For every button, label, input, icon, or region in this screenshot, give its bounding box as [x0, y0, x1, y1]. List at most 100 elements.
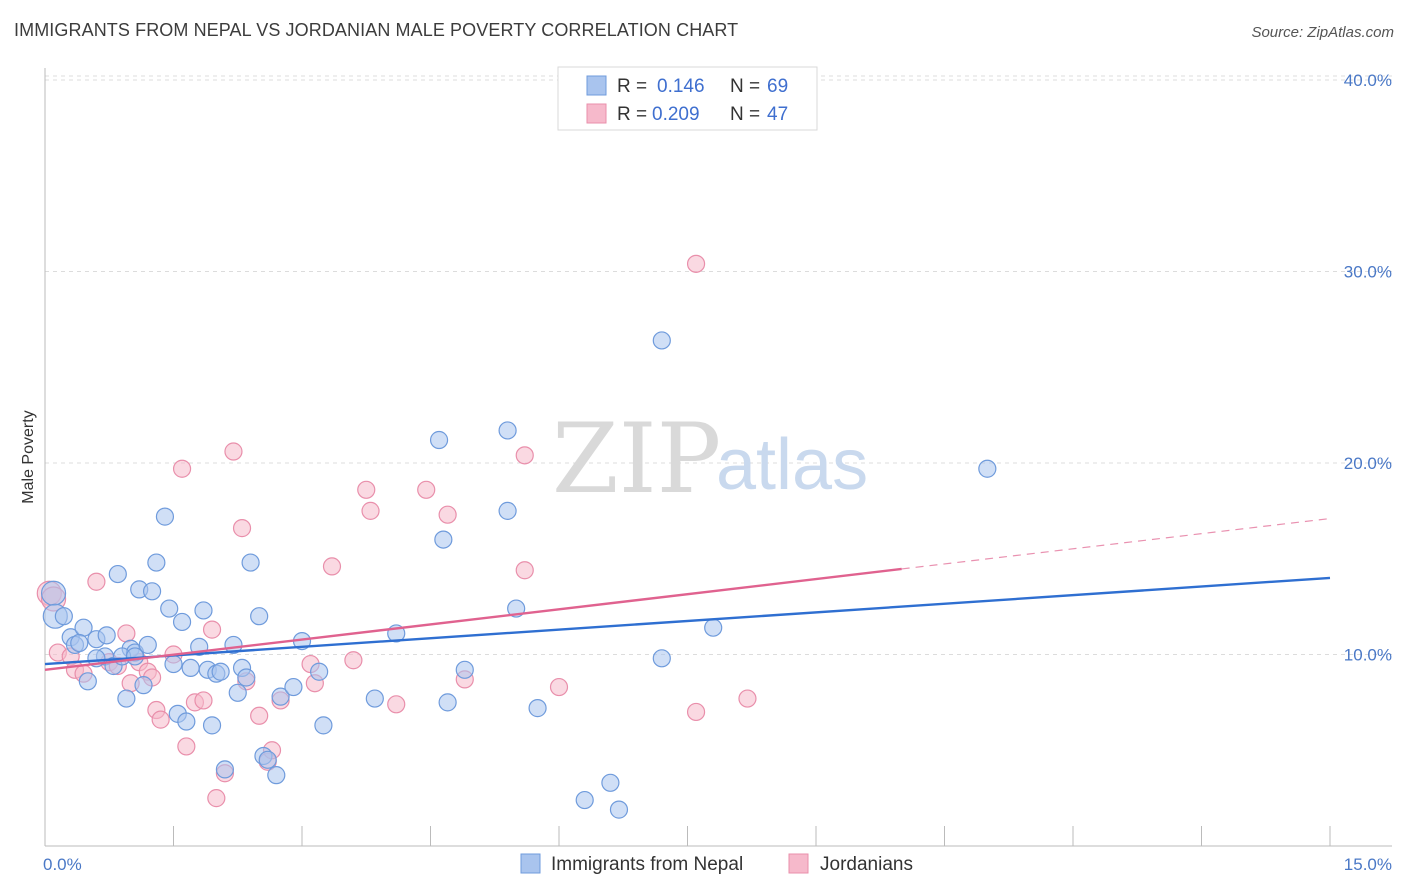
jordanians-point-34: [344, 651, 363, 670]
jordanians-point-46: [738, 689, 757, 708]
legend-r-label-jordanians: R =: [617, 104, 647, 125]
y-tick-label-20: 20.0%: [1344, 454, 1392, 473]
x-axis-ticks: [44, 826, 1331, 846]
nepal-point-16: [138, 635, 157, 655]
nepal-point-32: [215, 760, 234, 779]
jordanians-point-44: [686, 254, 706, 273]
nepal-point-64: [54, 607, 73, 626]
nepal-point-57: [575, 790, 594, 810]
legend-n-value-nepal: 69: [767, 76, 788, 97]
watermark: ZIP atlas: [552, 403, 868, 515]
x-tick-label-max: 15.0%: [1344, 855, 1392, 874]
nepal-point-54: [498, 501, 517, 520]
nepal-point-51: [438, 693, 457, 712]
series-legend: Immigrants from Nepal Jordanians: [520, 853, 913, 875]
nepal-point-47: [365, 689, 384, 708]
nepal-point-18: [147, 553, 166, 572]
nepal-point-43: [284, 677, 303, 697]
nepal-point-59: [609, 800, 629, 819]
nepal-point-45: [314, 716, 333, 735]
nepal-point-38: [250, 607, 269, 626]
nepal-point-36: [237, 668, 256, 687]
series-nepal-points: [40, 331, 997, 819]
jordanians-point-33: [322, 557, 342, 576]
nepal-point-62: [704, 618, 723, 637]
legend-r-label-nepal: R =: [617, 76, 647, 97]
nepal-point-46: [310, 662, 329, 681]
nepal-point-8: [97, 626, 116, 645]
jordanians-point-22: [207, 789, 226, 808]
nepal-point-34: [228, 683, 247, 702]
legend-r-value-jordanians: 0.209: [652, 104, 700, 125]
y-tick-labels: 10.0% 20.0% 30.0% 40.0%: [1344, 71, 1392, 665]
jordanians-point-20: [194, 691, 213, 710]
y-tick-label-30: 30.0%: [1344, 263, 1392, 282]
nepal-point-41: [267, 766, 286, 785]
nepal-point-42: [271, 687, 290, 706]
nepal-trend-line: [44, 576, 1331, 666]
nepal-point-19: [155, 507, 175, 526]
nepal-point-49: [429, 430, 449, 450]
jordanians-point-25: [232, 519, 252, 538]
bottom-legend-label-jordanians: Jordanians: [820, 854, 913, 875]
y-axis-label: Male Poverty: [20, 410, 37, 503]
legend-n-value-jordanians: 47: [767, 104, 788, 125]
nepal-point-37: [241, 553, 260, 572]
nepal-point-63: [978, 459, 997, 478]
nepal-point-31: [211, 662, 230, 681]
y-tick-label-10: 10.0%: [1344, 646, 1392, 665]
jordanians-point-35: [357, 480, 376, 499]
nepal-point-20: [160, 599, 179, 618]
watermark-atlas: atlas: [716, 425, 868, 505]
jordanians-point-27: [250, 706, 269, 725]
jordanians-point-6: [87, 572, 106, 591]
nepal-point-25: [181, 658, 200, 678]
jordanians-point-37: [387, 695, 406, 714]
jordanians-point-15: [151, 710, 170, 729]
legend-n-label-jordanians: N =: [730, 104, 760, 125]
jordanians-point-41: [515, 446, 534, 465]
nepal-point-10: [108, 564, 127, 584]
nepal-point-50: [434, 530, 453, 549]
jordanians-point-45: [686, 702, 706, 722]
nepal-point-17: [142, 582, 162, 601]
nepal-point-68: [70, 633, 89, 653]
legend-r-value-nepal: 0.146: [657, 76, 705, 97]
jordanians-point-43: [549, 677, 569, 697]
jordanians-point-36: [361, 501, 380, 520]
nepal-point-40: [258, 750, 277, 769]
nepal-point-0: [40, 580, 67, 606]
chart-title: IMMIGRANTS FROM NEPAL VS JORDANIAN MALE …: [14, 20, 739, 40]
nepal-point-61: [652, 649, 671, 668]
trend-lines: [44, 517, 1331, 672]
legend-n-label-nepal: N =: [730, 76, 760, 97]
bottom-legend-swatch-nepal: [520, 853, 541, 874]
nepal-point-58: [601, 773, 620, 792]
jordanians-point-9: [117, 624, 136, 643]
nepal-point-23: [172, 612, 192, 632]
jordanians-point-24: [224, 442, 243, 461]
watermark-zip: ZIP: [552, 403, 721, 515]
legend-swatch-nepal: [586, 75, 607, 96]
jordanians-trend-line: [44, 567, 902, 672]
jordanians-point-17: [172, 459, 192, 478]
nepal-point-5: [78, 672, 97, 691]
jordanians-trend-line-extension: [901, 517, 1331, 570]
nepal-point-11: [117, 689, 136, 708]
y-tick-label-40: 40.0%: [1344, 71, 1392, 90]
nepal-point-67: [125, 647, 145, 666]
nepal-point-56: [528, 699, 547, 718]
jordanians-point-42: [515, 561, 534, 580]
nepal-point-21: [164, 654, 183, 674]
jordanians-point-38: [417, 480, 436, 499]
x-tick-label-min: 0.0%: [43, 855, 82, 874]
correlation-legend: R = 0.146 N = 69 R = 0.209 N = 47: [557, 66, 818, 131]
bottom-legend-label-nepal: Immigrants from Nepal: [551, 854, 743, 875]
source-label: Source: ZipAtlas.com: [1251, 24, 1394, 41]
axes: [44, 68, 1392, 847]
nepal-point-53: [498, 421, 517, 440]
nepal-point-52: [455, 660, 474, 679]
nepal-point-60: [652, 331, 671, 350]
nepal-point-15: [134, 676, 153, 695]
